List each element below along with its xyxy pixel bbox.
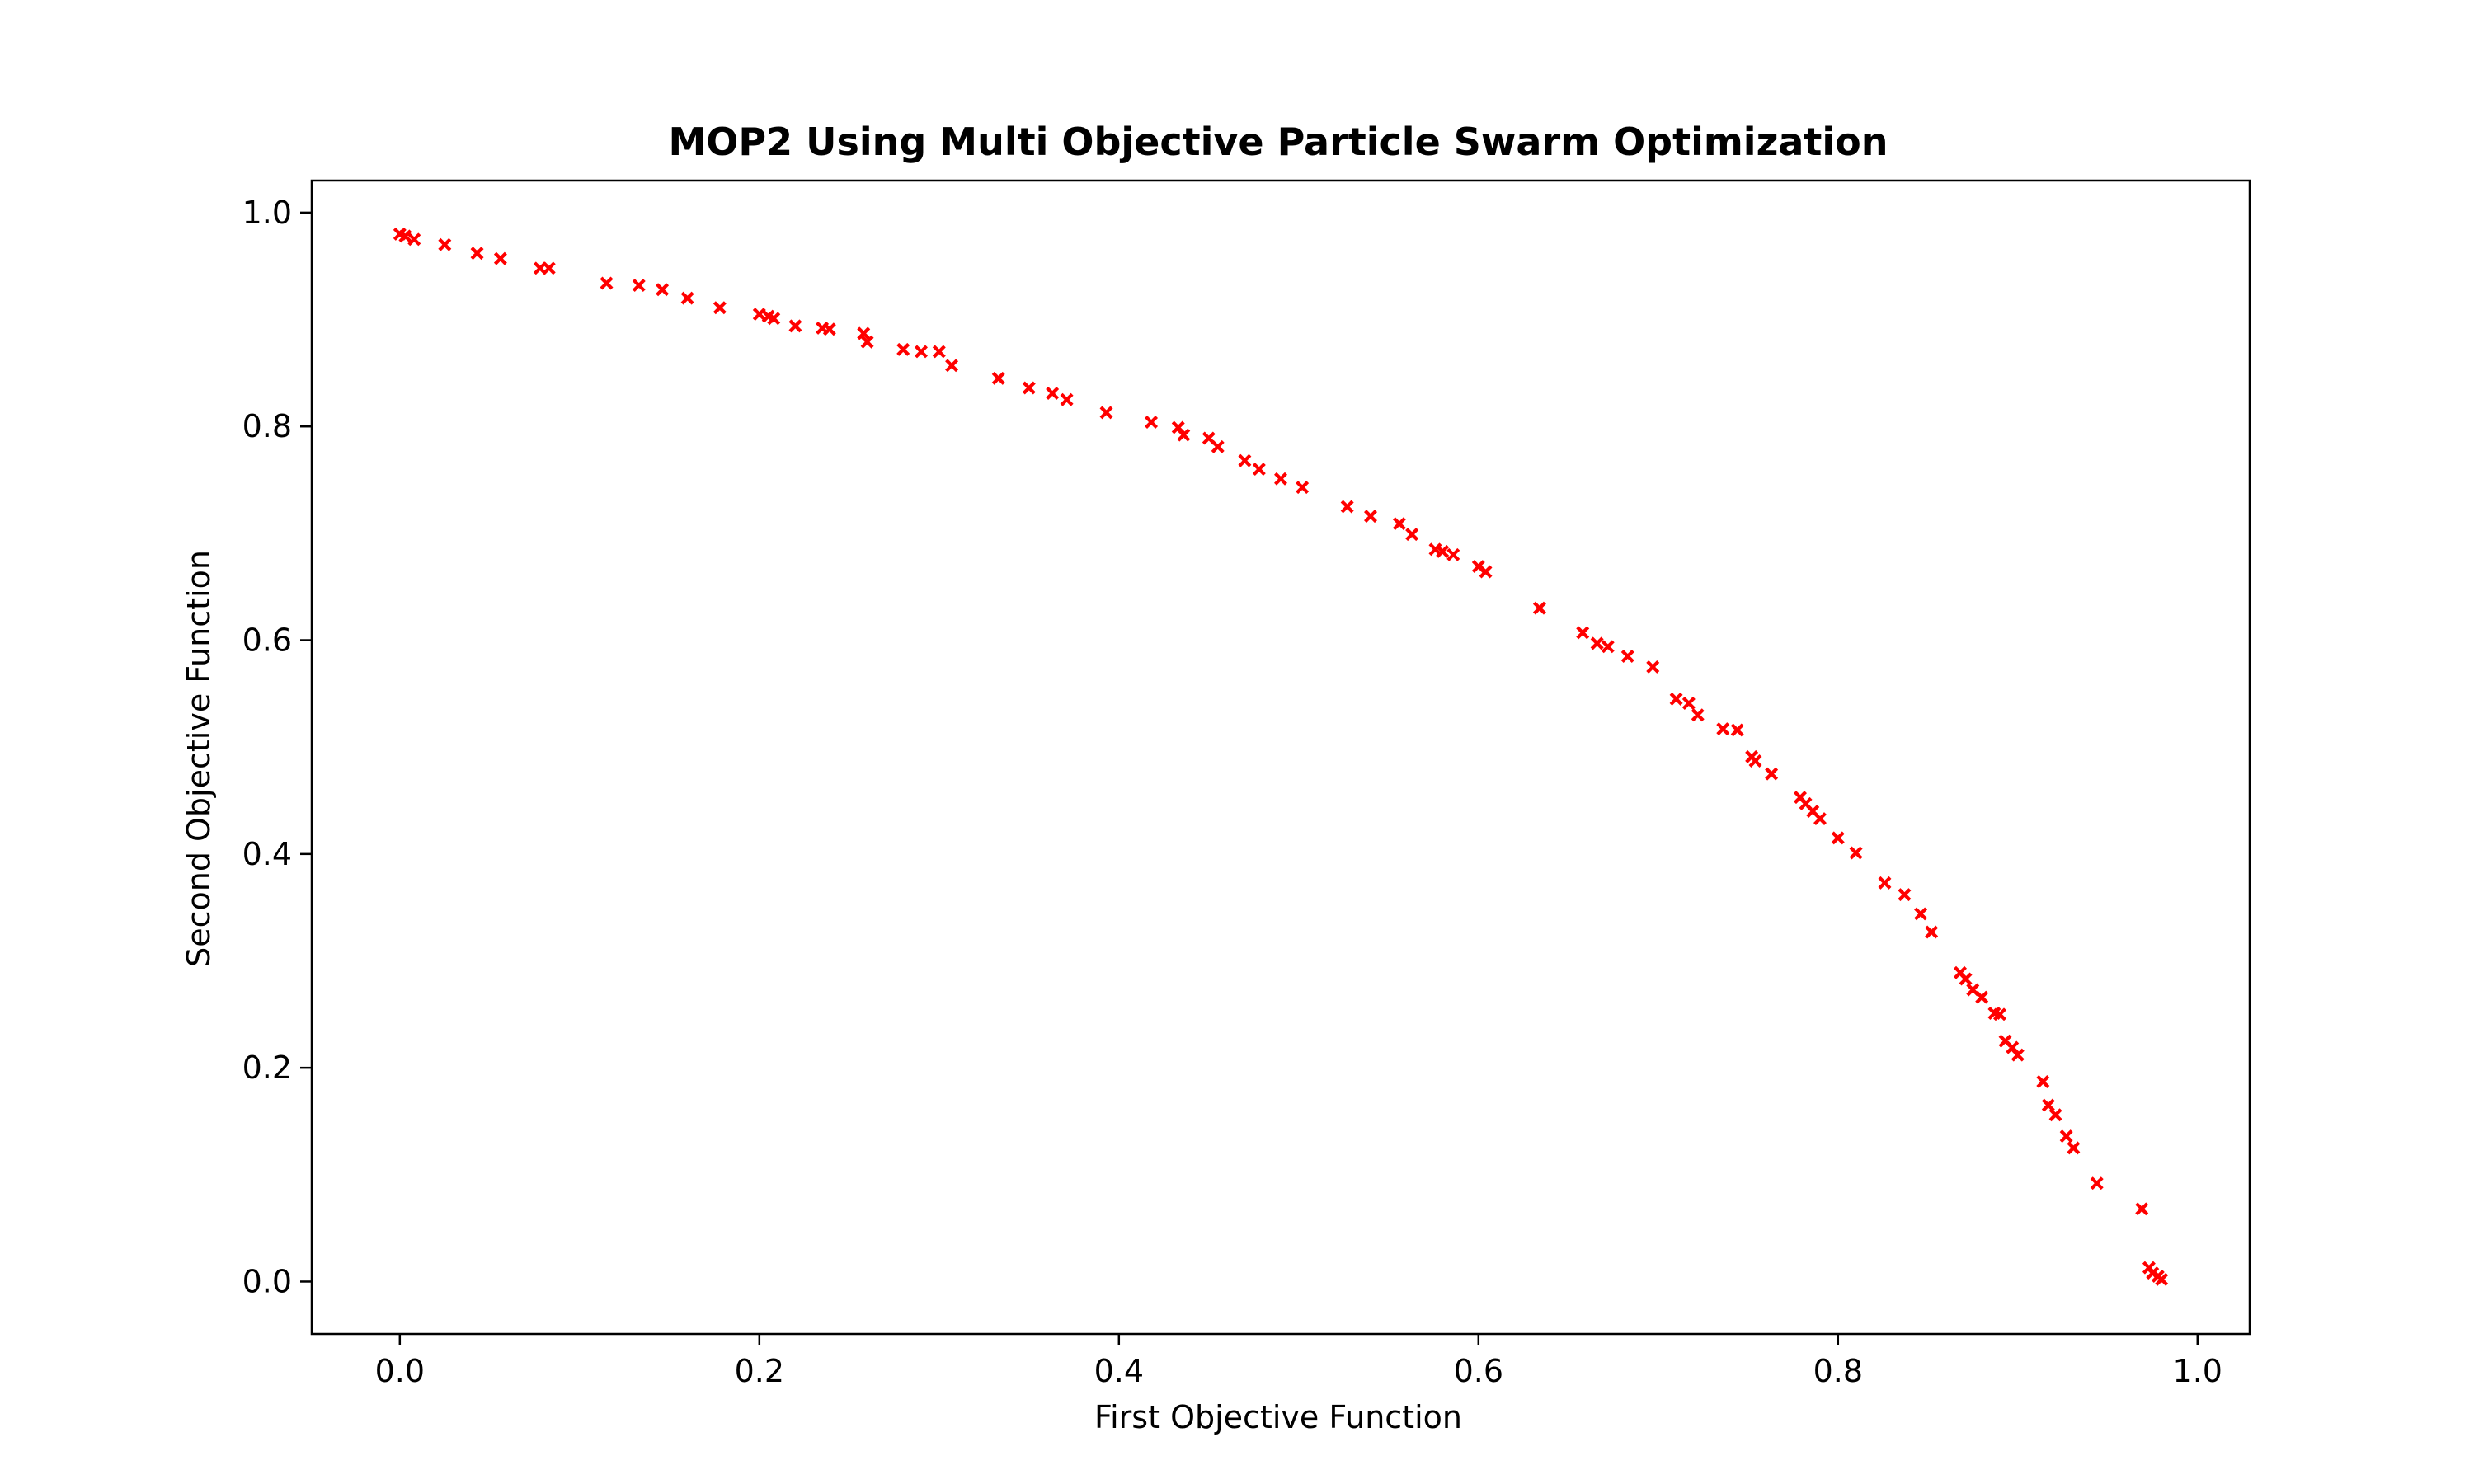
y-tick-label: 0.0 — [242, 1263, 292, 1299]
data-point — [1765, 767, 1779, 781]
data-point — [822, 322, 836, 336]
data-point — [1177, 428, 1191, 442]
data-point — [2011, 1048, 2025, 1062]
data-point — [860, 335, 874, 349]
y-axis-ticks: 0.0 0.2 0.4 0.6 0.8 1.0 — [242, 195, 312, 1299]
data-point — [1532, 601, 1546, 615]
data-point — [1620, 649, 1634, 663]
data-point — [470, 247, 484, 261]
data-point — [896, 342, 910, 356]
data-point — [752, 308, 766, 322]
data-point — [632, 279, 646, 293]
scatter-points — [393, 227, 2169, 1286]
data-point — [945, 359, 959, 373]
plot-area: 0.0 0.2 0.4 0.6 0.8 1.0 0.0 0.2 0.4 0.6 0.8 1.0 — [242, 179, 2251, 1389]
data-point — [1405, 528, 1419, 542]
data-point — [1601, 640, 1615, 654]
data-point — [1716, 722, 1730, 736]
y-tick-label: 0.6 — [242, 622, 292, 659]
data-point — [1099, 406, 1113, 420]
data-point — [1878, 876, 1892, 890]
data-point — [713, 301, 727, 315]
data-point — [1022, 381, 1036, 395]
data-point — [915, 345, 928, 359]
data-point — [1238, 453, 1252, 467]
data-point — [398, 229, 412, 243]
data-point — [2135, 1202, 2149, 1216]
x-tick-label: 0.0 — [375, 1353, 425, 1389]
data-point — [2090, 1176, 2104, 1190]
data-point — [1211, 439, 1225, 453]
data-point — [857, 326, 871, 340]
y-axis-label: Second Objective Function — [181, 550, 217, 967]
data-point — [1436, 544, 1450, 558]
data-point — [1145, 416, 1159, 430]
data-point — [656, 283, 670, 297]
data-point — [1364, 510, 1377, 524]
data-point — [1479, 565, 1493, 579]
data-point — [1959, 972, 1973, 986]
data-point — [1590, 636, 1604, 650]
data-point — [932, 345, 946, 359]
data-point — [2036, 1075, 2050, 1088]
data-point — [1252, 463, 1266, 477]
data-point — [1646, 660, 1660, 674]
data-point — [1748, 754, 1762, 768]
data-point — [1669, 692, 1683, 706]
chart-title: MOP2 Using Multi Objective Particle Swar… — [668, 120, 1888, 164]
data-point — [1831, 831, 1845, 845]
y-tick-label: 0.8 — [242, 408, 292, 444]
data-point — [1060, 392, 1074, 406]
x-axis-ticks: 0.0 0.2 0.4 0.6 0.8 1.0 — [375, 1334, 2222, 1389]
x-tick-label: 0.2 — [735, 1353, 784, 1389]
data-point — [1914, 907, 1928, 921]
data-point — [2059, 1129, 2073, 1144]
data-point — [493, 251, 507, 265]
data-point — [1813, 812, 1827, 826]
data-point — [407, 232, 421, 247]
data-point — [788, 319, 802, 333]
data-point — [1975, 990, 1989, 1004]
data-point — [438, 237, 452, 251]
x-tick-label: 1.0 — [2173, 1353, 2222, 1389]
data-point — [1392, 517, 1406, 531]
x-tick-label: 0.6 — [1454, 1353, 1503, 1389]
x-tick-label: 0.4 — [1094, 1353, 1144, 1389]
data-point — [1849, 846, 1863, 860]
data-point — [1730, 723, 1744, 737]
data-point — [542, 261, 556, 275]
data-point — [1446, 547, 1460, 561]
data-point — [2048, 1108, 2062, 1122]
data-point — [1046, 387, 1060, 401]
data-point — [1296, 481, 1310, 495]
y-tick-label: 0.2 — [242, 1050, 292, 1086]
y-tick-label: 0.4 — [242, 836, 292, 872]
data-point — [600, 276, 614, 290]
data-point — [1993, 1007, 2006, 1021]
data-point — [2155, 1272, 2169, 1286]
data-point — [680, 291, 694, 305]
data-point — [2067, 1141, 2081, 1155]
x-axis-label: First Objective Function — [1094, 1399, 1462, 1435]
data-point — [991, 371, 1005, 385]
data-point — [1681, 697, 1696, 711]
data-point — [1925, 925, 1939, 939]
data-point — [767, 312, 781, 326]
axes-frame — [310, 179, 2251, 1336]
data-point — [1340, 500, 1354, 514]
data-point — [1274, 472, 1287, 486]
y-tick-label: 1.0 — [242, 195, 292, 231]
x-tick-label: 0.8 — [1813, 1353, 1863, 1389]
data-point — [1898, 888, 1912, 902]
data-point — [1691, 708, 1705, 722]
data-point — [1576, 626, 1590, 640]
